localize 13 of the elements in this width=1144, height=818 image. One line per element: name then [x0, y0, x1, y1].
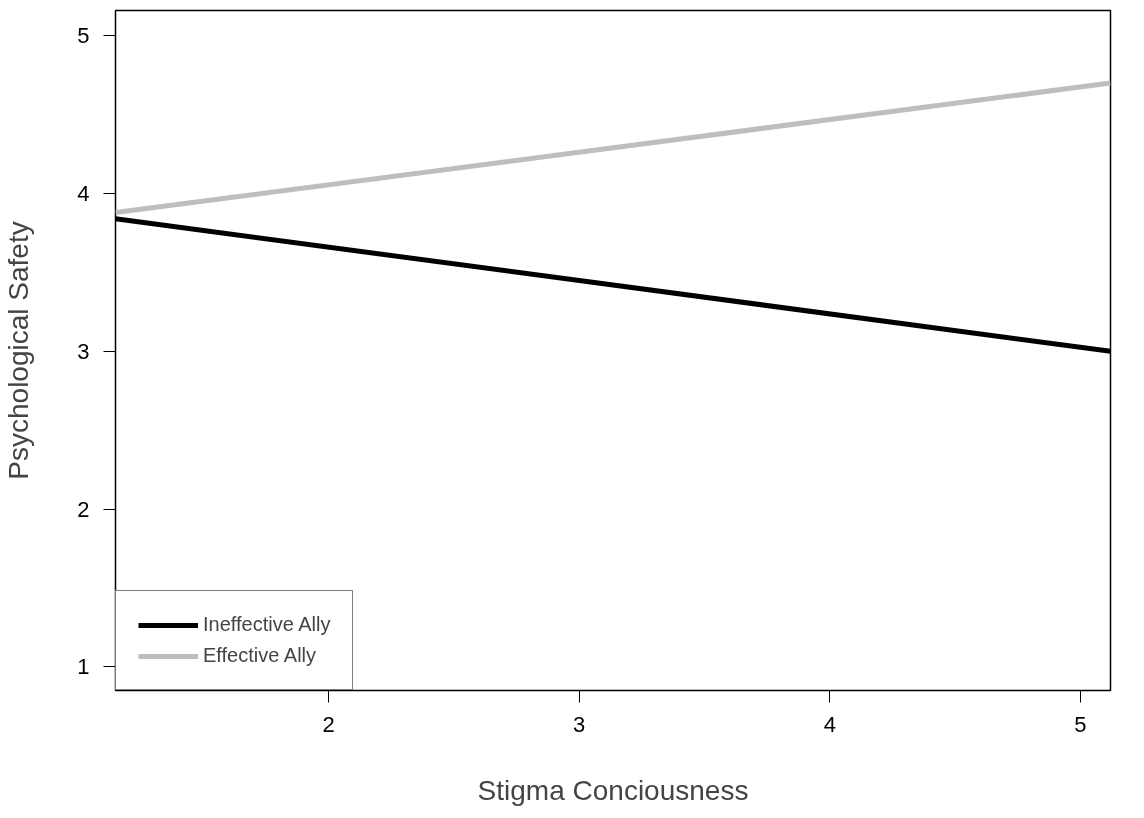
y-tick-label: 3 — [77, 338, 90, 364]
y-tick-label: 5 — [77, 23, 90, 49]
x-tick-label: 2 — [322, 711, 335, 737]
x-tick-label: 3 — [573, 711, 586, 737]
y-tick-label: 1 — [77, 654, 90, 680]
legend-label: Ineffective Ally — [203, 613, 331, 636]
y-axis-title: Psychological Safety — [3, 221, 35, 480]
x-axis-title: Stigma Conciousness — [477, 774, 749, 806]
x-tick-label: 5 — [1074, 711, 1087, 737]
y-tick-label: 2 — [77, 496, 90, 522]
x-tick-label: 4 — [823, 711, 836, 737]
legend-label: Effective Ally — [203, 644, 317, 667]
y-tick-label: 4 — [77, 181, 90, 207]
